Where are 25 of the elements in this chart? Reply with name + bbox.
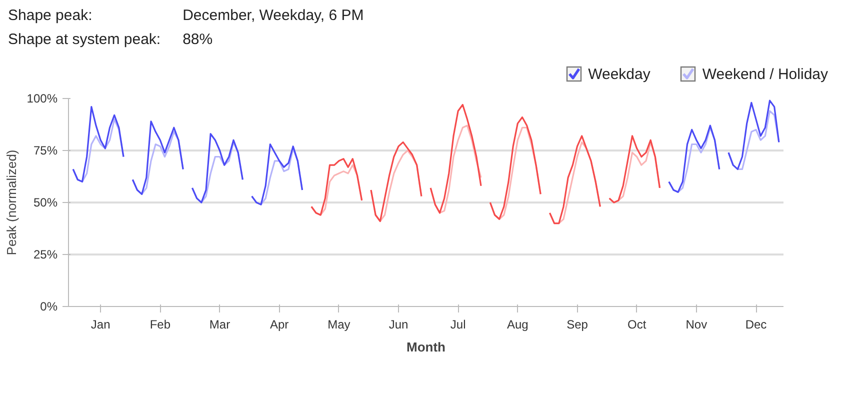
x-tick-label: Nov bbox=[686, 318, 708, 332]
text: 88% bbox=[182, 30, 214, 50]
x-tick-label: May bbox=[328, 318, 350, 332]
x-tick-label: Feb bbox=[150, 318, 171, 332]
x-tick-label: Mar bbox=[209, 318, 230, 332]
x-tick-label: Jul bbox=[450, 318, 466, 332]
legend-label: Weekend / Holiday bbox=[701, 66, 828, 83]
text: Shape peak: bbox=[8, 6, 94, 26]
text: December, Weekday, 6 PM bbox=[182, 6, 364, 26]
legend-label: Weekday bbox=[587, 66, 650, 83]
x-tick-label: Oct bbox=[628, 318, 647, 332]
x-tick-label: Jun bbox=[388, 318, 408, 332]
y-axis-title: Peak (normalized) bbox=[4, 150, 19, 256]
y-tick-label: 0% bbox=[40, 300, 58, 314]
y-tick-label: 25% bbox=[33, 248, 58, 262]
x-tick-label: Jan bbox=[90, 318, 110, 332]
x-axis-title: Month bbox=[406, 340, 446, 354]
x-tick-label: Sep bbox=[566, 318, 588, 332]
y-tick-label: 50% bbox=[33, 196, 58, 210]
y-tick-label: 75% bbox=[33, 144, 58, 158]
text: Shape at system peak: bbox=[8, 30, 162, 50]
x-tick-label: Apr bbox=[270, 318, 289, 332]
x-tick-label: Aug bbox=[506, 318, 528, 332]
y-tick-label: 100% bbox=[26, 92, 58, 106]
x-tick-label: Dec bbox=[745, 318, 767, 332]
